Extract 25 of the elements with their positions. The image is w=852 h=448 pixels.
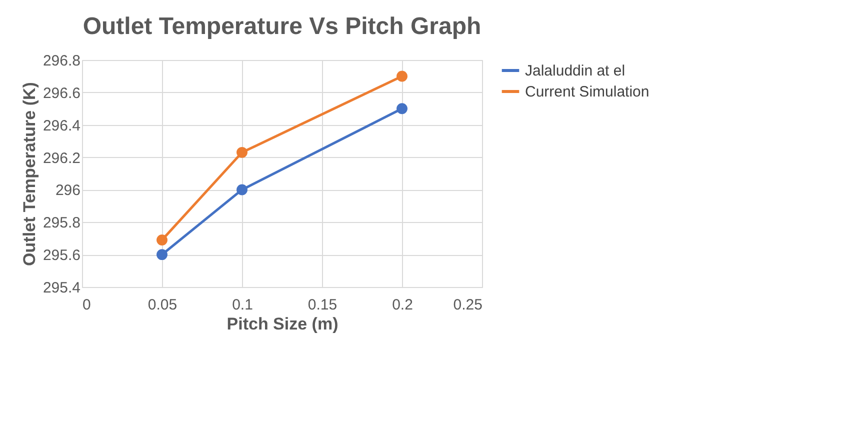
- point: [396, 70, 408, 82]
- x-tick-label: 0.15: [308, 296, 338, 314]
- x-tick-label: 0: [82, 296, 91, 314]
- x-tick-label: 0.05: [148, 296, 178, 314]
- y-tick-label: 296.8: [42, 52, 80, 70]
- legend-label: Current Simulation: [525, 84, 650, 100]
- point: [156, 249, 168, 260]
- point: [236, 146, 248, 158]
- y-tick-label: 295.4: [42, 280, 80, 296]
- point: [156, 234, 168, 246]
- y-tick-label: 296.4: [42, 117, 80, 134]
- x-tick-label: 0.25: [453, 296, 482, 314]
- y-tick-label: 296.2: [42, 150, 80, 167]
- y-axis-title: Outlet Temperature (K): [20, 82, 39, 266]
- y-tick-label: 296: [55, 182, 80, 200]
- point: [236, 184, 248, 196]
- legend-label: Jalaluddin at el: [525, 62, 626, 80]
- y-tick-label: 295.6: [42, 247, 80, 264]
- point: [396, 103, 408, 114]
- x-tick-label: 0.2: [392, 296, 413, 314]
- x-tick-label: 0.1: [232, 296, 253, 314]
- y-tick-label: 296.6: [42, 84, 80, 102]
- y-tick-label: 295.8: [42, 214, 80, 232]
- x-axis-title: Pitch Size (m): [226, 314, 338, 334]
- chart-title: Outlet Temperature Vs Pitch Graph: [82, 13, 482, 40]
